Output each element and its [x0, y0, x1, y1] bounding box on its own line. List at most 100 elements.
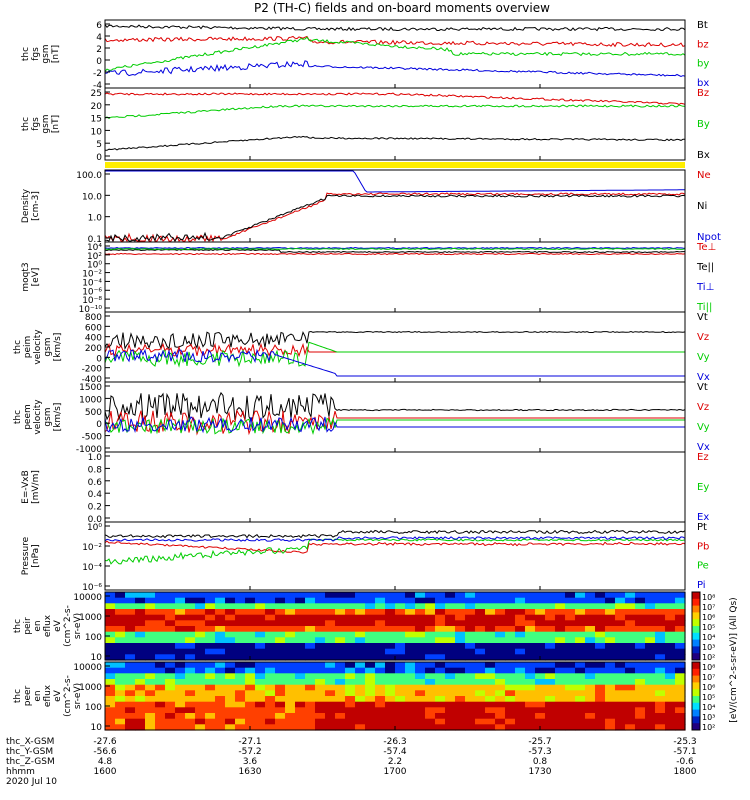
spectrogram-cell	[645, 592, 656, 599]
spectrogram-cell	[245, 684, 256, 691]
spectrogram-cell	[515, 690, 526, 697]
spectrogram-cell	[345, 603, 356, 610]
series-line	[104, 60, 686, 78]
spectrogram-cell	[545, 718, 556, 725]
spectrogram-cell	[525, 648, 536, 655]
spectrogram-cell	[475, 713, 486, 720]
spectrogram-cell	[565, 718, 576, 725]
spectrogram-cell	[485, 690, 496, 697]
legend-entry: Vz	[697, 402, 709, 413]
spectrogram-cell	[265, 696, 276, 703]
spectrogram-cell	[145, 667, 156, 674]
spectrogram-cell	[625, 690, 636, 697]
spectrogram-cell	[475, 626, 486, 633]
spectrogram-cell	[535, 696, 546, 703]
spectrogram-cell	[545, 724, 556, 731]
spectrogram-cell	[365, 679, 376, 686]
spectrogram-cell	[655, 718, 666, 725]
spectrogram-cell	[205, 626, 216, 633]
spectrogram-cell	[575, 620, 586, 627]
spectrogram-cell	[315, 679, 326, 686]
series-line	[104, 341, 685, 368]
spectrogram-cell	[325, 662, 336, 669]
spectrogram-cell	[445, 701, 456, 708]
spectrogram-cell	[505, 667, 516, 674]
spectrogram-cell	[675, 724, 686, 731]
spectrogram-cell	[185, 696, 196, 703]
spectrogram-cell	[235, 603, 246, 610]
spectrogram-cell	[255, 667, 266, 674]
spectrogram-cell	[225, 648, 236, 655]
spectrogram-cell	[475, 637, 486, 644]
spectrogram-cell	[655, 603, 666, 610]
spectrogram-cell	[315, 667, 326, 674]
spectrogram-cell	[415, 701, 426, 708]
spectrogram-cell	[595, 603, 606, 610]
spectrogram-cell	[575, 637, 586, 644]
spectrogram-cell	[165, 690, 176, 697]
spectrogram-cell	[275, 684, 286, 691]
spectrogram-cell	[105, 707, 116, 714]
spectrogram-cell	[155, 701, 166, 708]
legend-entry: Vy	[697, 352, 710, 363]
y-tick-label: 0	[96, 354, 102, 364]
spectrogram-cell	[485, 701, 496, 708]
spectrogram-cell	[465, 662, 476, 669]
y-tick-label: 10	[91, 723, 103, 733]
spectrogram-cell	[265, 684, 276, 691]
spectrogram-cell	[165, 592, 176, 599]
colorbar-tick: 10²	[702, 653, 715, 662]
spectrogram-cell	[525, 673, 536, 680]
spectrogram-cell	[485, 643, 496, 650]
spectrogram-cell	[215, 592, 226, 599]
spectrogram-cell	[555, 654, 566, 661]
spectrogram-cell	[285, 654, 296, 661]
spectrogram-cell	[555, 724, 566, 731]
spectrogram-cell	[405, 609, 416, 616]
spectrogram-cell	[365, 648, 376, 655]
spectrogram-cell	[345, 684, 356, 691]
spectrogram-cell	[165, 631, 176, 638]
spectrogram-cell	[465, 673, 476, 680]
spectrogram-cell	[285, 648, 296, 655]
spectrogram-cell	[485, 718, 496, 725]
spectrogram-cell	[275, 696, 286, 703]
spectrogram-cell	[575, 592, 586, 599]
spectrogram-cell	[555, 690, 566, 697]
spectrogram-cell	[265, 592, 276, 599]
spectrogram-cell	[205, 662, 216, 669]
spectrogram-cell	[235, 620, 246, 627]
colorbar-tick: 10⁶	[702, 683, 715, 692]
spectrogram-cell	[215, 597, 226, 604]
spectrogram-cell	[215, 603, 226, 610]
spectrogram-cell	[205, 620, 216, 627]
spectrogram-cell	[625, 654, 636, 661]
spectrogram-cell	[355, 614, 366, 621]
spectrogram-cell	[415, 713, 426, 720]
spectrogram-cell	[115, 609, 126, 616]
spectrogram-cell	[165, 620, 176, 627]
spectrogram-cell	[535, 609, 546, 616]
spectrogram-cell	[575, 679, 586, 686]
spectrogram-cell	[365, 631, 376, 638]
spectrogram-cell	[205, 684, 216, 691]
spectrogram-cell	[105, 631, 116, 638]
spectrogram-cell	[445, 637, 456, 644]
spectrogram-cell	[245, 609, 256, 616]
spectrogram-cell	[205, 701, 216, 708]
spectrogram-cell	[505, 690, 516, 697]
spectrogram-cell	[245, 701, 256, 708]
spectrogram-cell	[195, 643, 206, 650]
spectrogram-cell	[485, 631, 496, 638]
spectrogram-cell	[655, 696, 666, 703]
spectrogram-cell	[195, 690, 206, 697]
spectrogram-cell	[115, 707, 126, 714]
spectrogram-cell	[575, 713, 586, 720]
spectrogram-cell	[655, 662, 666, 669]
spectrogram-cell	[585, 713, 596, 720]
spectrogram-cell	[115, 667, 126, 674]
spectrogram-cell	[375, 690, 386, 697]
spectrogram-cell	[435, 662, 446, 669]
y-tick-label: 10⁻¹⁰	[79, 305, 103, 315]
series-line	[105, 170, 685, 193]
